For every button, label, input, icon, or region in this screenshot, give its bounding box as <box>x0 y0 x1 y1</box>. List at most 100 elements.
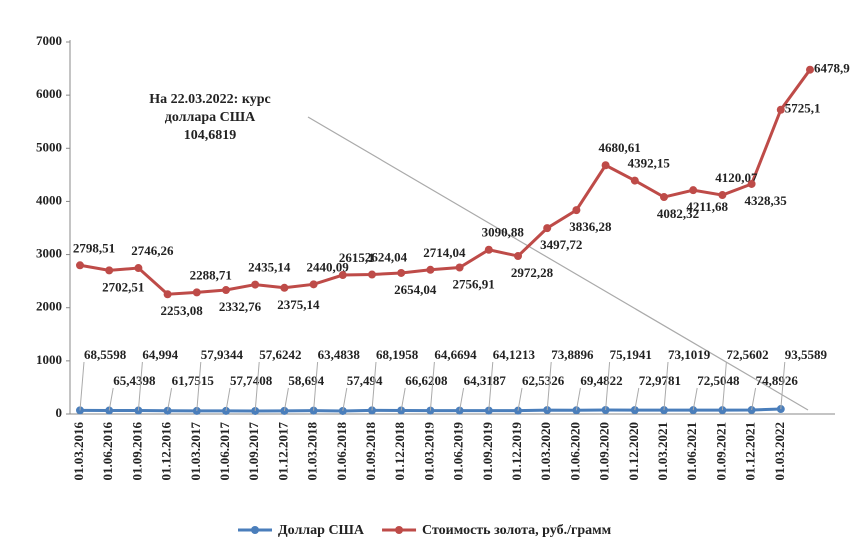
data-label: 61,7515 <box>172 373 215 388</box>
x-tick-label: 01.03.2022 <box>772 422 787 481</box>
data-label: 2756,91 <box>452 276 494 291</box>
leader-line <box>459 387 465 411</box>
annotation: доллара США <box>165 110 256 125</box>
y-tick-label: 6000 <box>36 86 62 101</box>
x-tick-label: 01.03.2020 <box>538 422 553 481</box>
leader-line <box>663 361 669 411</box>
leader-line <box>137 361 143 411</box>
data-label: 68,5598 <box>84 347 127 362</box>
x-tick-label: 01.09.2019 <box>480 422 495 481</box>
data-label: 74,8926 <box>756 373 799 388</box>
leader-line <box>167 387 173 411</box>
annotation-arrow <box>307 116 809 411</box>
point <box>368 270 376 279</box>
data-label: 2624,04 <box>365 250 408 265</box>
data-label: 68,1958 <box>376 347 419 362</box>
data-label: 5725,1 <box>785 101 821 116</box>
leader-line <box>517 387 523 411</box>
x-tick-label: 01.12.2016 <box>159 422 174 481</box>
y-tick-label: 4000 <box>36 192 62 207</box>
y-tick-label: 7000 <box>36 33 62 48</box>
data-label: 64,6694 <box>434 347 477 362</box>
data-label: 62,5326 <box>522 373 565 388</box>
leader-line <box>780 361 786 410</box>
x-tick-label: 01.09.2017 <box>246 422 261 481</box>
legend-marker <box>251 526 259 534</box>
annotation: На 22.03.2022: курс <box>149 92 270 107</box>
data-label: 64,1213 <box>493 347 536 362</box>
leader-line <box>634 387 640 411</box>
x-tick-label: 01.06.2018 <box>334 422 349 481</box>
legend-label: Доллар США <box>278 523 365 538</box>
data-label: 3090,88 <box>482 225 525 240</box>
point <box>514 252 522 261</box>
x-tick-label: 01.03.2017 <box>188 422 203 481</box>
data-label: 63,4838 <box>318 347 361 362</box>
x-tick-label: 01.03.2018 <box>305 422 320 481</box>
data-label: 73,8896 <box>551 347 594 362</box>
x-tick-label: 01.09.2016 <box>129 422 144 481</box>
y-tick-label: 1000 <box>36 352 62 367</box>
x-tick-label: 01.09.2021 <box>713 422 728 481</box>
data-label: 4680,61 <box>598 140 640 155</box>
data-label: 4211,68 <box>686 199 728 214</box>
data-label: 58,694 <box>288 373 324 388</box>
x-tick-label: 01.12.2018 <box>392 422 407 481</box>
leader-line <box>605 361 611 411</box>
point <box>222 286 230 295</box>
leader-line <box>313 361 319 411</box>
point <box>280 283 289 292</box>
leader-line <box>751 387 757 411</box>
data-label: 2253,08 <box>160 303 203 318</box>
y-tick-label: 5000 <box>36 139 62 154</box>
leader-line <box>692 387 698 411</box>
leader-line <box>254 361 260 411</box>
data-label: 2714,04 <box>423 245 466 260</box>
data-label: 2654,04 <box>394 282 437 297</box>
point <box>397 268 406 277</box>
point <box>543 224 552 233</box>
leader-line <box>79 361 85 411</box>
data-label: 75,1941 <box>610 347 652 362</box>
data-label: 6478,9 <box>814 61 850 76</box>
data-label: 2972,28 <box>511 265 554 280</box>
x-tick-label: 01.03.2016 <box>71 422 86 481</box>
annotation: 104,6819 <box>184 128 237 143</box>
data-label: 4392,15 <box>628 156 671 171</box>
point <box>192 288 201 297</box>
y-tick-label: 3000 <box>36 246 62 261</box>
point <box>601 161 610 170</box>
point <box>572 206 581 215</box>
leader-line <box>721 361 727 411</box>
series-line <box>79 68 812 296</box>
leader-line <box>429 361 435 411</box>
x-tick-label: 01.12.2019 <box>509 422 524 481</box>
point <box>105 266 114 275</box>
x-tick-label: 01.06.2019 <box>451 422 466 481</box>
data-label: 3836,28 <box>569 219 612 234</box>
data-label: 57,7408 <box>230 373 273 388</box>
x-tick-label: 01.06.2016 <box>100 422 115 481</box>
leader-line <box>546 361 552 411</box>
data-label: 4120,07 <box>715 170 758 185</box>
data-label: 57,6242 <box>259 347 301 362</box>
leader-line <box>371 361 377 411</box>
legend-label: Стоимость золота, руб./грамм <box>422 523 612 538</box>
point <box>776 105 785 114</box>
point <box>660 193 668 202</box>
leader-line <box>575 387 581 411</box>
data-label: 69,4822 <box>580 373 622 388</box>
data-label: 2375,14 <box>277 297 320 312</box>
data-label: 2288,71 <box>190 267 232 282</box>
leader-line <box>108 387 114 411</box>
data-label: 2798,51 <box>73 240 115 255</box>
data-label: 93,5589 <box>785 347 828 362</box>
data-label: 57,494 <box>347 373 383 388</box>
data-label: 73,1019 <box>668 347 711 362</box>
data-label: 64,3187 <box>464 373 507 388</box>
x-tick-label: 01.03.2021 <box>655 422 670 481</box>
legend-marker <box>395 526 404 534</box>
data-label: 2332,76 <box>219 299 262 314</box>
x-tick-label: 01.03.2019 <box>421 422 436 481</box>
x-tick-label: 01.12.2020 <box>626 422 641 481</box>
